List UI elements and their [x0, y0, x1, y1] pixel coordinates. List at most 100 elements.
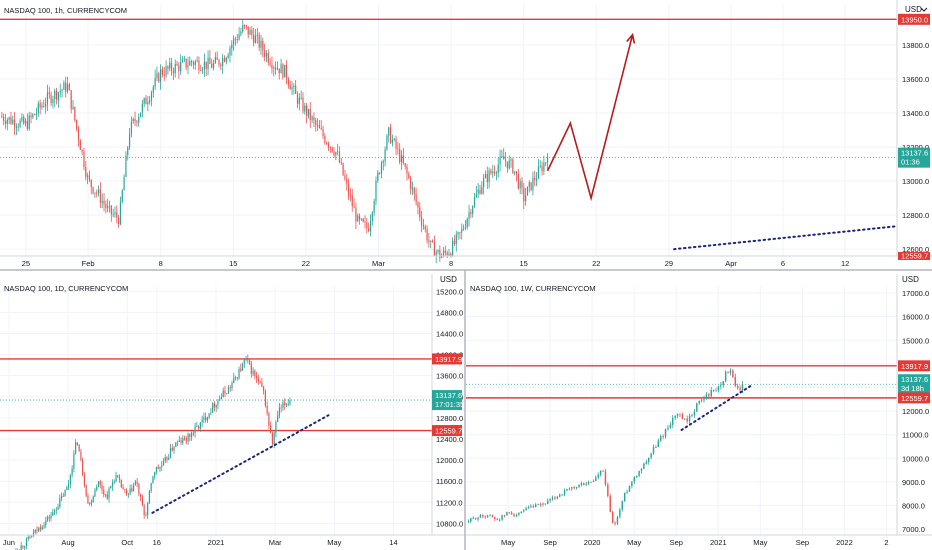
hourly-candle-body [411, 187, 414, 190]
hourly-candle-body [444, 250, 446, 253]
daily-candle-body [34, 529, 36, 533]
daily-candle-body [68, 484, 70, 488]
hourly-candle-body [399, 149, 401, 163]
daily-candle-body [25, 538, 28, 547]
currency-menu-chevron-icon[interactable] [920, 7, 928, 12]
weekly-candle-body [547, 500, 549, 505]
hourly-candle-body [198, 60, 200, 71]
hourly-time-tick-label: 15 [229, 259, 237, 268]
weekly-candle-body [736, 385, 739, 389]
weekly-candle-body [712, 390, 715, 392]
hourly-candle-body [76, 119, 78, 129]
weekly-candle-body [599, 470, 602, 475]
daily-candle-body [115, 475, 117, 482]
hourly-candle-body [404, 163, 406, 167]
hourly-candle-body [450, 253, 452, 256]
hourly-levels [0, 18, 897, 159]
hourly-candle-body [253, 34, 255, 43]
hourly-candle-body [30, 115, 32, 118]
hourly-candle-body [497, 164, 499, 173]
weekly-price-tick-label: 7000.0 [902, 525, 925, 534]
weekly-candle-body [672, 417, 674, 425]
daily-candle-body [78, 444, 80, 452]
hourly-candle-body [426, 229, 428, 241]
hourly-chart-panel[interactable]: 12600.0 12800.0 13000.0 13200.0 13400.0 13600… [0, 0, 932, 270]
daily-time-axis[interactable]: Jun Aug Oct 16 2021 Mar May 14 [3, 538, 398, 547]
hourly-candle-body [419, 207, 421, 218]
weekly-candle-body [628, 485, 631, 492]
hourly-candle-body [61, 89, 63, 92]
daily-candle-body [206, 417, 209, 421]
weekly-last-price-label: 13137.6 [901, 375, 928, 384]
weekly-price-axis[interactable]: 7000.0 8000.0 9000.0 10000.0 11000.0 12000.0 1… [898, 275, 930, 534]
hourly-price-axis[interactable]: 12600.0 12800.0 13000.0 13200.0 13400.0 13600… [898, 13, 930, 261]
weekly-last-price-tag [898, 374, 930, 395]
hourly-candle-body [287, 79, 289, 85]
hourly-candle-body [260, 40, 262, 48]
hourly-candle-body [273, 67, 275, 69]
hourly-candle-body [366, 222, 368, 229]
hourly-candle-body [121, 190, 123, 202]
daily-candle-body [268, 413, 270, 426]
hourly-candle-body [517, 174, 519, 189]
weekly-candle-body [655, 447, 657, 448]
weekly-candle-body [691, 414, 693, 416]
hourly-candle-body [386, 135, 388, 150]
hourly-candle-body [475, 193, 477, 198]
hourly-candle-body [355, 207, 357, 222]
hourly-candle-body [503, 156, 505, 160]
hourly-candle-body [448, 253, 450, 256]
hourly-candle-body [406, 166, 408, 174]
hourly-candle-body [183, 58, 185, 60]
weekly-candle-body [520, 511, 523, 514]
weekly-candle-body [703, 399, 705, 401]
daily-candle-body [85, 485, 87, 496]
hourly-candle-body [8, 117, 10, 120]
hourly-candle-body [43, 105, 45, 107]
daily-currency-label[interactable]: USD [440, 275, 457, 284]
hourly-price-tick-label: 13000.0 [902, 177, 929, 186]
daily-candle-body [69, 475, 71, 485]
hourly-candle-body [424, 226, 426, 230]
daily-price-tick-label: 15200.0 [436, 287, 463, 296]
weekly-candle-body [611, 511, 614, 523]
hourly-candle-body [477, 189, 479, 194]
daily-price-axis[interactable]: 10800.0 11200.0 11600.0 12000.0 12400.0 12800… [432, 287, 464, 528]
hourly-candle-body [26, 121, 28, 129]
hourly-candle-body [368, 228, 370, 232]
weekly-chart-panel[interactable]: 7000.0 8000.0 9000.0 10000.0 11000.0 12000.0 1… [466, 274, 932, 547]
weekly-candle-body [650, 453, 652, 458]
hourly-candle-body [264, 50, 266, 57]
daily-price-tick-label: 13600.0 [436, 372, 463, 381]
hourly-time-axis[interactable]: 25 Feb 8 15 22 Mar 8 15 22 29 Apr 6 12 [22, 259, 850, 268]
hourly-candle-body [178, 65, 180, 72]
hourly-candle-body [468, 212, 470, 219]
hourly-candle-body [302, 97, 304, 112]
hourly-candle-body [316, 124, 319, 126]
weekly-candle-body [614, 522, 616, 524]
hourly-currency-label[interactable]: USD [905, 5, 922, 14]
daily-resistance-tag [432, 353, 462, 365]
weekly-price-tick-label: 10000.0 [902, 454, 929, 463]
hourly-candle-body [327, 143, 330, 148]
hourly-candle-body [127, 147, 129, 156]
hourly-candle-body [218, 59, 220, 65]
weekly-candle-body [640, 468, 643, 471]
daily-price-tick-label: 12000.0 [436, 456, 463, 465]
daily-candle-body [101, 484, 103, 491]
weekly-candle-body [477, 517, 479, 520]
hourly-candle-body [92, 187, 94, 194]
hourly-candle-body [214, 57, 216, 63]
weekly-time-axis[interactable]: May Sep 2020 May Sep 2021 May Sep 2022 2 [501, 538, 889, 547]
hourly-candle-body [311, 116, 313, 121]
weekly-candle-body [652, 447, 655, 454]
daily-candle-body [234, 377, 237, 379]
weekly-time-tick-label: 2020 [584, 538, 601, 547]
daily-candle-body [125, 490, 128, 494]
daily-candle-body [233, 377, 235, 384]
weekly-levels [466, 365, 897, 399]
hourly-candle-body [470, 212, 472, 214]
hourly-countdown-label: 01:36 [901, 158, 920, 167]
hourly-candles [1, 19, 549, 264]
daily-chart-panel[interactable]: 10800.0 11200.0 11600.0 12000.0 12400.0 12800… [0, 274, 465, 550]
